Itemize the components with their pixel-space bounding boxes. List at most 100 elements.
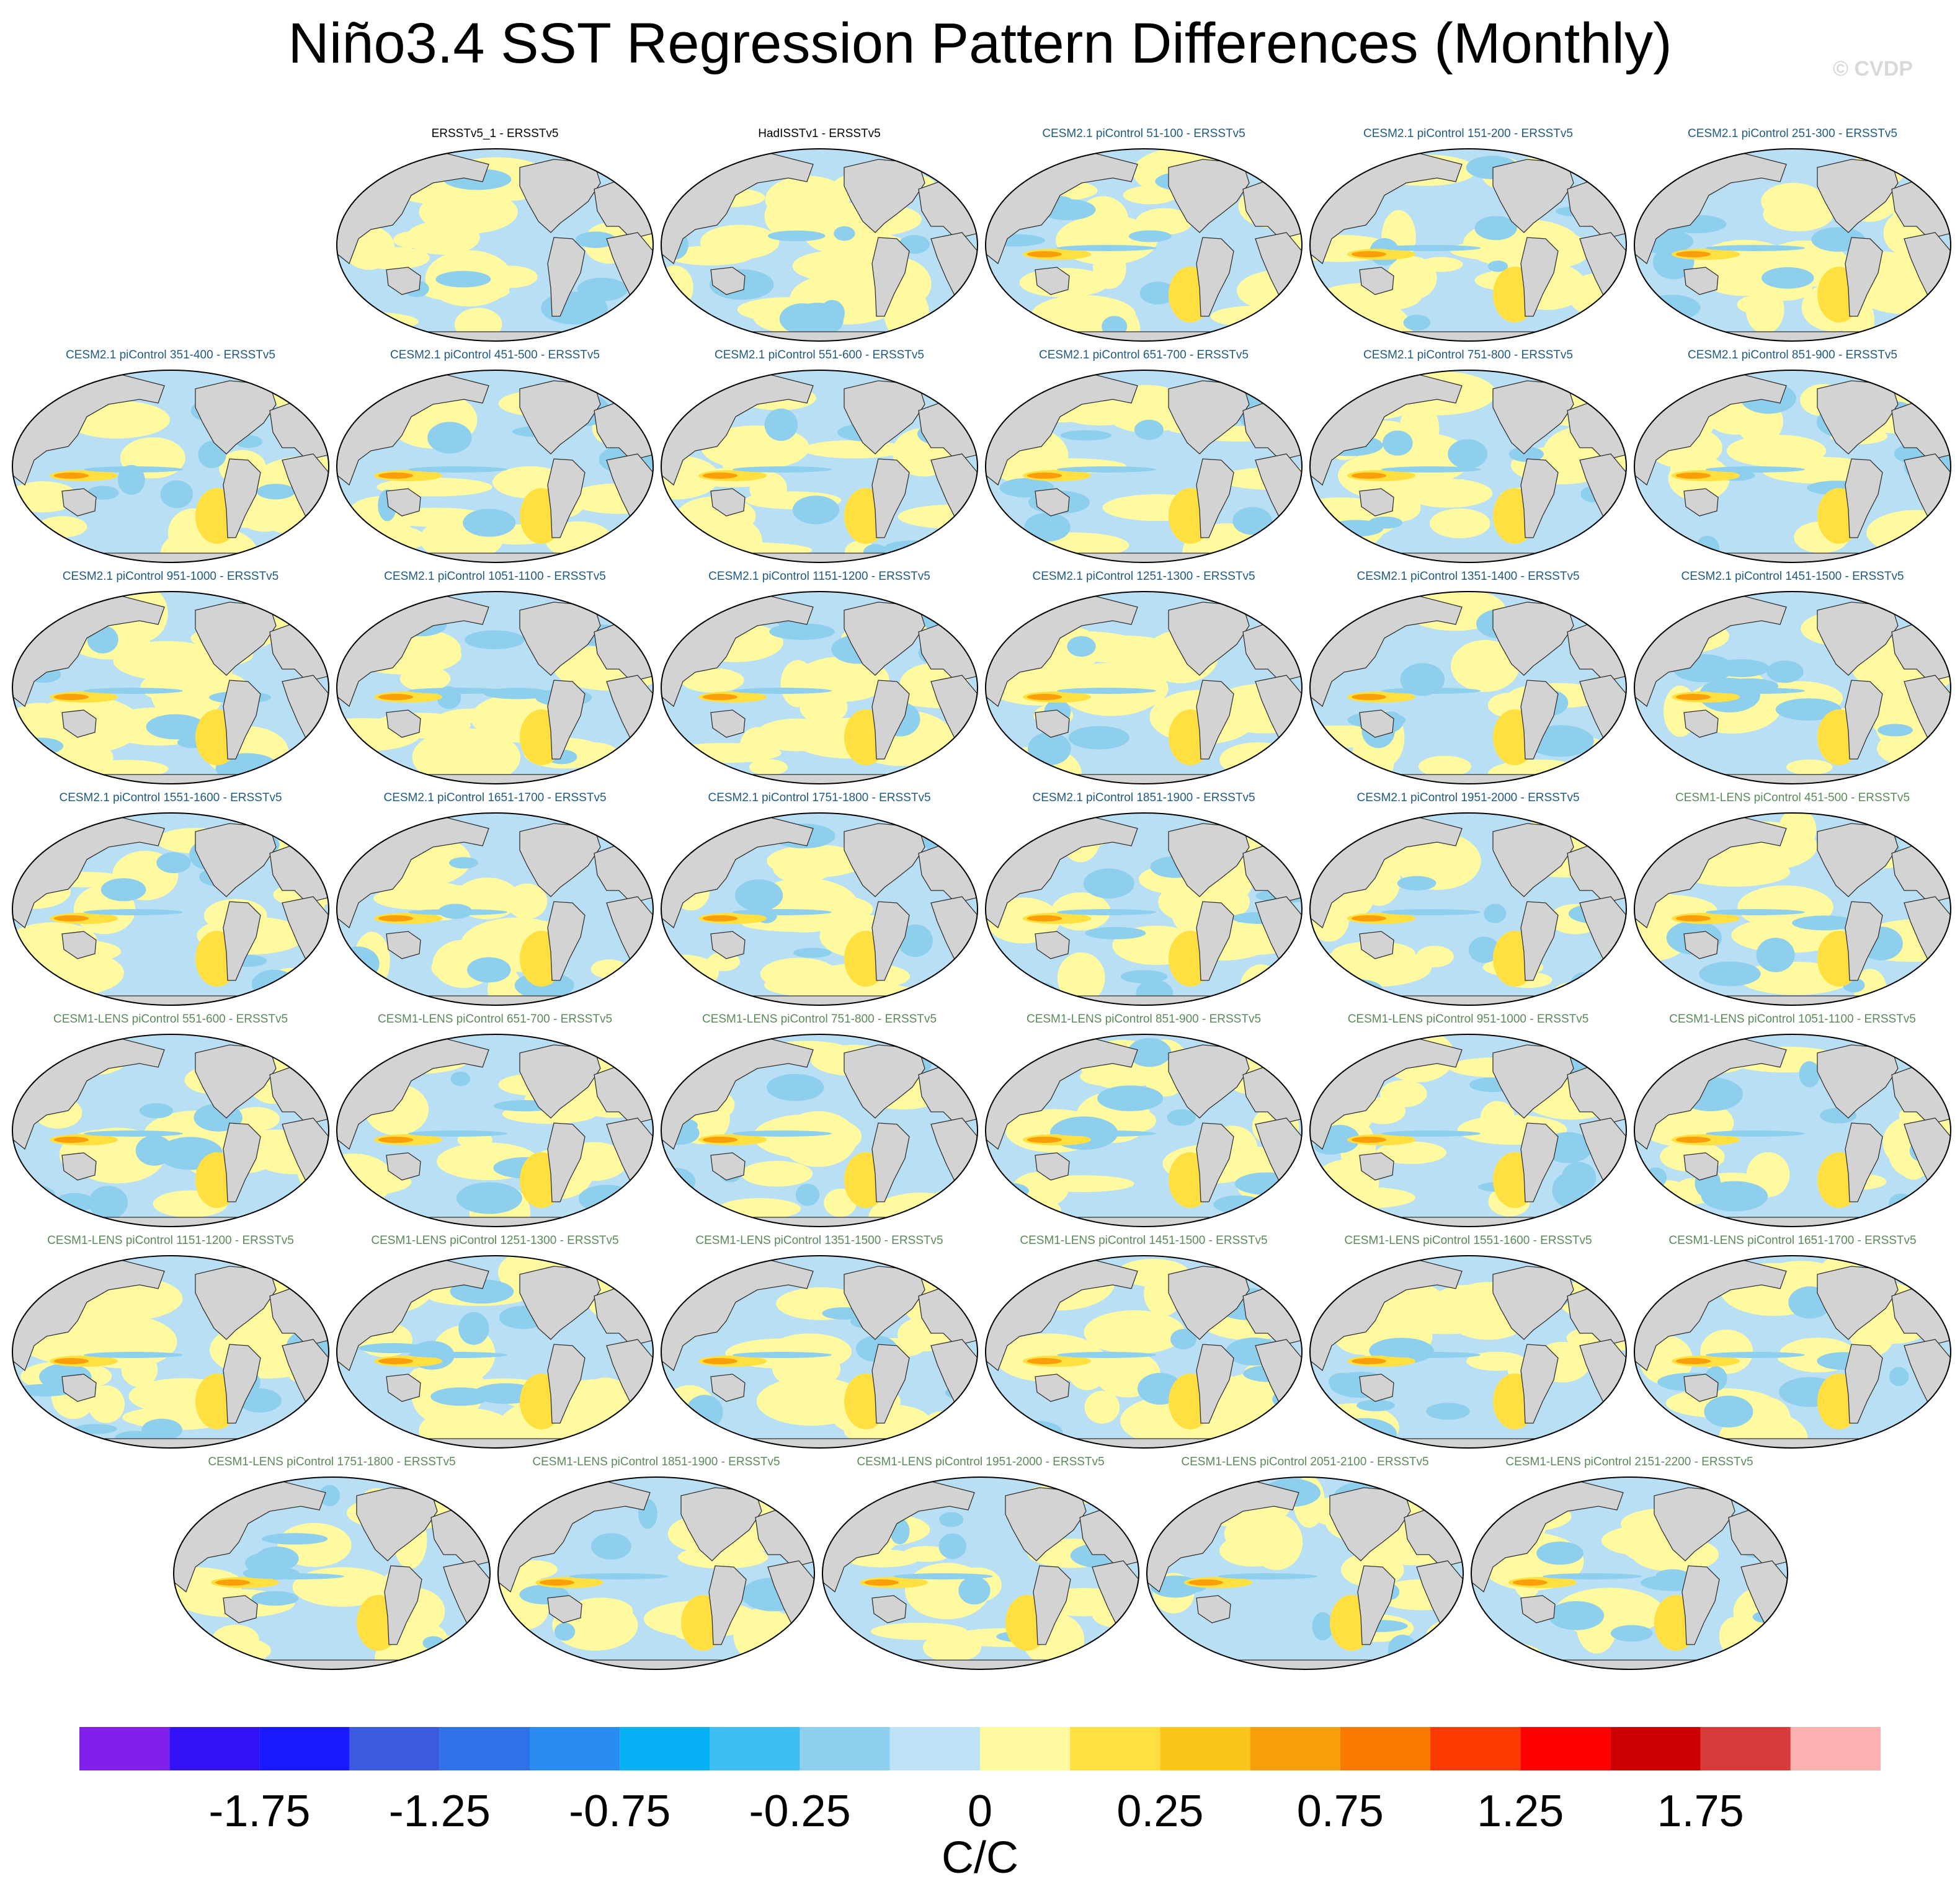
world-map bbox=[661, 1034, 978, 1227]
equatorial-core bbox=[378, 473, 413, 479]
colorbar-tick-label: -1.25 bbox=[388, 1787, 491, 1836]
map-outline bbox=[985, 591, 1303, 784]
colorbar-segment bbox=[1250, 1727, 1340, 1770]
negative-anomaly bbox=[319, 1485, 340, 1506]
land-mass bbox=[767, 1480, 787, 1496]
land-mass bbox=[532, 1659, 781, 1669]
land-mass bbox=[1196, 901, 1234, 981]
land-mass bbox=[930, 594, 950, 611]
map-outline bbox=[1634, 148, 1951, 342]
negative-anomaly bbox=[1139, 282, 1176, 305]
negative-anomaly bbox=[1097, 1085, 1164, 1111]
map-panel-title: CESM2.1 piControl 1951-2000 - ERSSTv5 bbox=[1356, 791, 1580, 804]
equatorial-cold-tongue bbox=[1381, 1130, 1481, 1137]
negative-anomaly bbox=[575, 231, 617, 248]
negative-anomaly bbox=[1889, 1193, 1913, 1215]
land-mass bbox=[1254, 1258, 1275, 1275]
equatorial-cold-tongue bbox=[1057, 688, 1156, 694]
negative-anomaly bbox=[927, 761, 964, 783]
equatorial-cold-tongue bbox=[408, 1352, 507, 1358]
equatorial-cold-tongue bbox=[1057, 1130, 1156, 1137]
land-mass bbox=[605, 594, 626, 611]
negative-anomaly bbox=[898, 924, 933, 957]
map-panel: CESM2.1 piControl 651-700 - ERSSTv5 bbox=[982, 349, 1305, 566]
equatorial-core bbox=[54, 1137, 89, 1143]
positive-anomaly bbox=[121, 1352, 158, 1387]
land-mass bbox=[1683, 709, 1719, 738]
negative-anomaly bbox=[1134, 419, 1164, 440]
world-map bbox=[12, 370, 329, 563]
map-panel: CESM1-LENS piControl 2051-2100 - ERSSTv5 bbox=[1144, 1455, 1466, 1672]
land-mass bbox=[370, 774, 620, 784]
land-mass bbox=[1520, 1344, 1559, 1424]
land-mass bbox=[1359, 267, 1394, 295]
world-map bbox=[1471, 1476, 1788, 1670]
map-panel: CESM2.1 piControl 1051-1100 - ERSSTv5 bbox=[334, 570, 656, 787]
negative-anomaly bbox=[1474, 216, 1517, 241]
land-mass bbox=[695, 553, 944, 562]
positive-anomaly bbox=[1395, 832, 1481, 890]
map-panel-title: CESM2.1 piControl 451-500 - ERSSTv5 bbox=[390, 349, 600, 362]
equatorial-cold-tongue bbox=[1381, 1352, 1481, 1358]
land-mass bbox=[386, 1374, 421, 1402]
land-mass bbox=[1903, 594, 1923, 611]
land-mass bbox=[710, 1374, 746, 1402]
positive-anomaly bbox=[1057, 952, 1105, 1004]
equatorial-core bbox=[1676, 473, 1711, 479]
map-panel: CESM1-LENS piControl 1551-1600 - ERSSTv5 bbox=[1307, 1234, 1629, 1451]
positive-anomaly bbox=[1554, 981, 1611, 998]
negative-anomaly bbox=[1704, 1395, 1753, 1428]
land-mass bbox=[1254, 151, 1275, 168]
land-mass bbox=[1845, 901, 1883, 981]
positive-anomaly bbox=[902, 1546, 950, 1562]
equatorial-core bbox=[215, 1579, 250, 1586]
map-panel: CESM1-LENS piControl 951-1000 - ERSSTv5 bbox=[1307, 1013, 1629, 1230]
land-mass bbox=[871, 901, 910, 981]
world-map bbox=[1309, 148, 1627, 342]
positive-anomaly bbox=[410, 1367, 445, 1383]
negative-anomaly bbox=[1655, 1569, 1690, 1582]
map-panel-title: CESM1-LENS piControl 2051-2100 - ERSSTv5 bbox=[1181, 1455, 1429, 1468]
positive-anomaly bbox=[1219, 742, 1297, 778]
colorbar-tick-label: 0.25 bbox=[1116, 1787, 1204, 1836]
land-mass bbox=[61, 931, 97, 959]
equatorial-core bbox=[378, 694, 413, 700]
land-mass bbox=[710, 267, 746, 295]
negative-anomaly bbox=[1701, 1181, 1768, 1212]
land-mass bbox=[370, 553, 620, 562]
negative-anomaly bbox=[251, 969, 297, 999]
equatorial-core bbox=[1676, 251, 1711, 257]
negative-anomaly bbox=[1024, 512, 1071, 542]
equatorial-core bbox=[703, 1137, 737, 1143]
equatorial-core bbox=[1676, 1358, 1711, 1364]
positive-anomaly bbox=[1386, 256, 1437, 300]
world-map bbox=[336, 148, 654, 342]
negative-anomaly bbox=[1232, 507, 1273, 535]
equatorial-core bbox=[1027, 473, 1062, 479]
positive-anomaly bbox=[767, 845, 866, 877]
equatorial-core bbox=[1352, 1358, 1386, 1364]
positive-anomaly bbox=[764, 973, 871, 998]
equatorial-core bbox=[1676, 1137, 1711, 1143]
map-outline bbox=[1634, 1034, 1951, 1227]
land-mass bbox=[1196, 237, 1234, 317]
negative-anomaly bbox=[256, 484, 295, 500]
equatorial-cold-tongue bbox=[84, 1130, 183, 1137]
land-mass bbox=[386, 931, 421, 959]
negative-anomaly bbox=[986, 622, 1020, 633]
land-mass bbox=[223, 1344, 261, 1424]
world-map bbox=[661, 1255, 978, 1449]
map-panel: CESM2.1 piControl 551-600 - ERSSTv5 bbox=[658, 349, 981, 566]
land-mass bbox=[1035, 488, 1070, 517]
positive-anomaly bbox=[1312, 1187, 1415, 1209]
positive-anomaly bbox=[667, 246, 754, 266]
colorbar-tick-label: 0 bbox=[967, 1787, 993, 1836]
equatorial-cold-tongue bbox=[1706, 466, 1805, 473]
land-mass bbox=[386, 488, 421, 517]
negative-anomaly bbox=[449, 857, 479, 869]
land-mass bbox=[1343, 995, 1593, 1005]
equatorial-core bbox=[1352, 915, 1386, 921]
map-outline bbox=[1634, 1255, 1951, 1449]
map-outline bbox=[1471, 1476, 1788, 1670]
map-outline bbox=[336, 1255, 654, 1449]
